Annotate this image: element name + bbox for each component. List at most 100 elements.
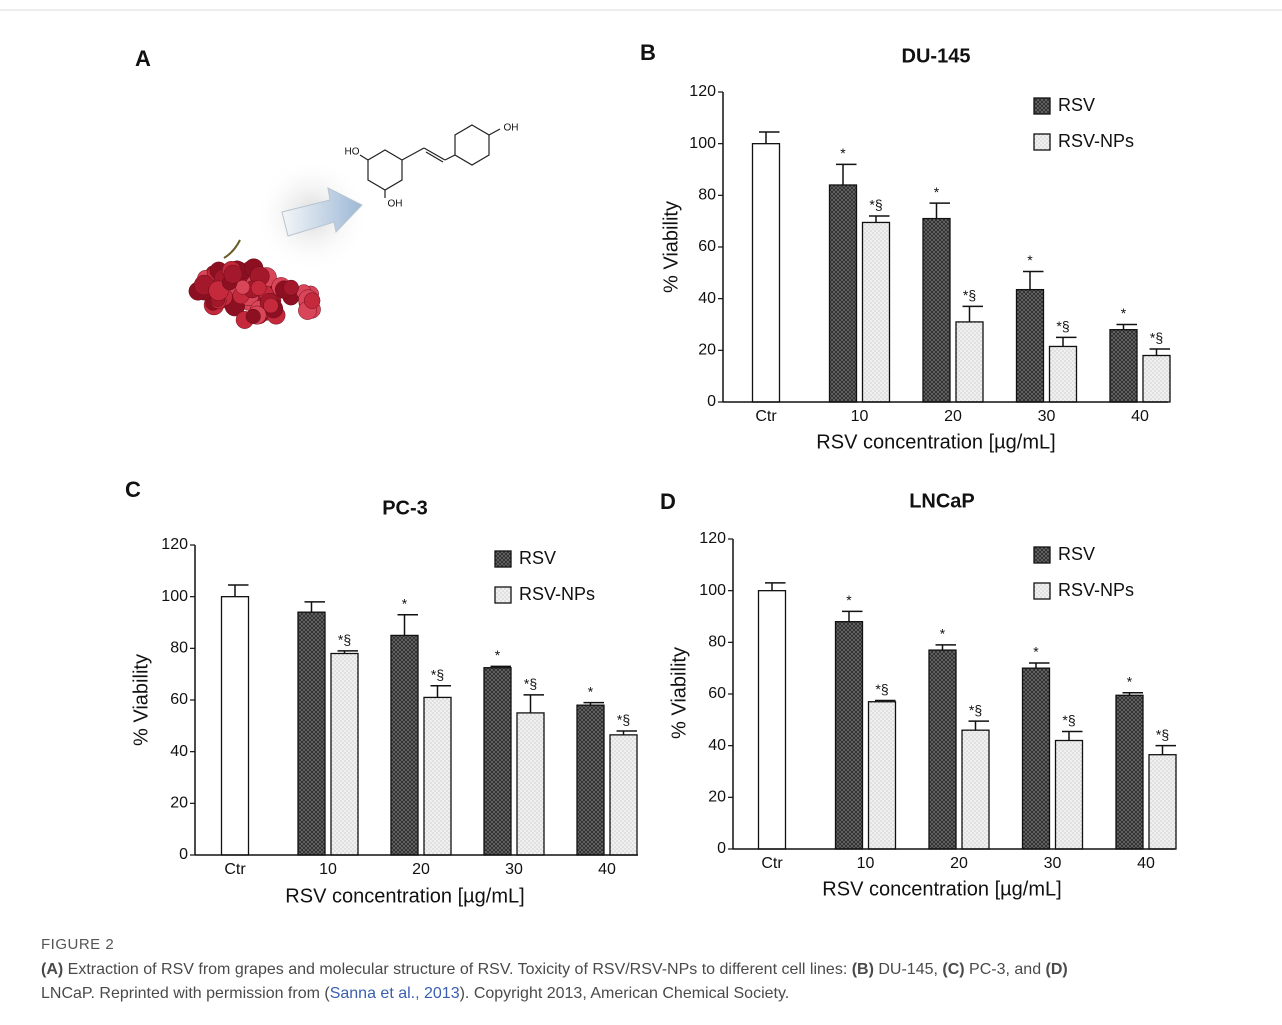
caption-text: PC-3, and [964,961,1046,978]
grape [283,279,299,296]
grape [250,280,267,296]
x-tick-label: 10 [857,855,875,872]
significance-label: *§ [963,287,976,303]
legend-swatch [494,550,512,568]
bar [1048,345,1078,403]
error-bar [842,610,863,622]
y-axis-label: % Viability [660,201,682,293]
error-bar [869,215,890,223]
bar [751,143,781,403]
legend-swatch [1033,133,1051,151]
significance-label: * [588,683,594,699]
significance-label: * [1127,673,1133,689]
x-tick-label: Ctr [761,855,783,872]
y-tick-label: 120 [161,536,188,553]
significance-label: *§ [1150,330,1163,346]
panel-label: B [640,40,656,65]
legend-label: RSV [1058,544,1095,564]
bar [961,729,990,850]
bar [423,696,452,856]
error-bar [929,202,950,219]
legend-swatch [1033,582,1051,600]
significance-label: *§ [524,676,537,692]
significance-label: *§ [1156,726,1169,742]
x-tick-label: 40 [1137,855,1155,872]
y-tick-label: 60 [698,238,716,255]
bar [330,652,359,856]
chart-title: DU-145 [902,45,971,67]
significance-label: * [1121,305,1127,321]
y-tick-label: 80 [170,640,188,657]
significance-label: * [1033,644,1039,660]
significance-label: *§ [1056,318,1069,334]
x-tick-label: 20 [944,408,962,425]
y-tick-label: 60 [170,691,188,708]
error-bar [1155,744,1176,755]
y-tick-label: 0 [179,846,188,863]
error-bar [1029,662,1050,669]
chart-title: LNCaP [909,490,975,512]
bar [390,634,419,856]
x-tick-label: 30 [1038,408,1056,425]
molecule-label: OH [388,199,403,210]
x-tick-label: 40 [1131,408,1149,425]
x-tick-label: 10 [851,408,869,425]
error-bar [759,131,780,144]
y-axis-label: % Viability [668,647,690,739]
y-tick-label: 80 [698,187,716,204]
legend-swatch [494,586,512,604]
grape [303,292,321,309]
caption-text: (B) [851,961,874,978]
legend-swatch [1033,546,1051,564]
error-bar [935,644,956,651]
significance-label: * [1027,252,1033,268]
figure: A B C D HO OH OH DU-145 % Viability RSV co… [0,9,1282,907]
caption-text: (C) [942,961,965,978]
legend-label: RSV [519,548,556,568]
y-tick-label: 0 [707,393,716,410]
bar [576,704,605,856]
significance-label: * [402,595,408,611]
caption-text: (D) [1045,961,1068,978]
legend-label: RSV-NPs [1058,580,1134,600]
y-tick-label: 40 [708,737,726,754]
bar [834,621,864,850]
error-bar [836,163,857,185]
x-axis-label: RSV concentration [µg/mL] [285,885,524,907]
y-tick-label: 20 [708,789,726,806]
y-tick-label: 40 [170,743,188,760]
x-tick-label: 30 [1044,855,1062,872]
x-tick-label: 10 [319,861,337,878]
citation-link[interactable]: Sanna et al., 2013 [329,985,460,1002]
y-tick-label: 0 [717,840,726,857]
error-bar [962,305,983,322]
error-bar [523,694,544,713]
bar [516,712,545,856]
y-tick-label: 60 [708,685,726,702]
molecule-label: HO [345,147,360,158]
caption-text: LNCaP. Reprinted with permission from ( [41,985,330,1002]
error-bar [1116,323,1137,330]
bar [483,667,512,856]
bar [955,321,984,403]
error-bar [1023,270,1044,290]
grape [245,308,261,324]
error-bar [1056,336,1077,347]
y-tick-label: 100 [699,582,726,599]
significance-label: *§ [338,632,351,648]
grape [263,297,279,314]
error-bar [1062,730,1083,741]
significance-label: *§ [431,666,444,682]
error-bar [304,601,325,613]
y-tick-label: 20 [170,795,188,812]
significance-label: * [840,145,846,161]
x-axis-label: RSV concentration [µg/mL] [822,878,1061,900]
significance-label: *§ [875,681,888,697]
caption-text: (A) [41,961,64,978]
bar [1115,694,1144,850]
panel-label: A [135,46,151,71]
caption: FIGURE 2 (A) Extraction of RSV from grap… [41,933,1241,1006]
x-tick-label: Ctr [755,408,777,425]
legend-label: RSV [1058,95,1095,115]
error-bar [765,582,786,591]
